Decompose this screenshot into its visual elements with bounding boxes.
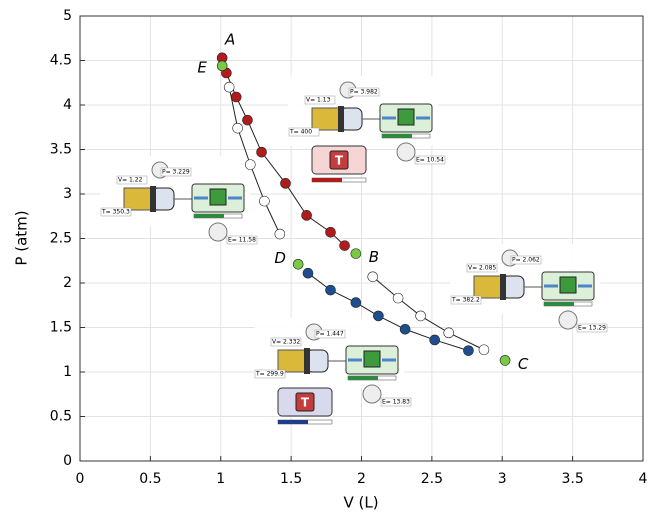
state-label: D (274, 249, 286, 267)
value-label: P= 3.982 (350, 89, 378, 96)
piston (150, 186, 156, 212)
data-point (280, 178, 290, 188)
data-point (444, 328, 454, 338)
x-tick-label: 2 (357, 471, 366, 487)
y-tick-label: 4.5 (50, 53, 72, 69)
y-tick-label: 1.5 (50, 320, 72, 336)
data-point (393, 293, 403, 303)
progress-fill (544, 302, 574, 306)
simulation-inset: V= 2.085 P= 2.062 T= 382.2 E= 13.29 (450, 244, 607, 332)
y-tick-label: 2.5 (50, 231, 72, 247)
energy-gauge (397, 143, 415, 161)
x-tick-label: 0 (76, 471, 85, 487)
energy-gauge (209, 223, 227, 241)
x-tick-label: 1.5 (280, 471, 302, 487)
energy-gauge (559, 311, 577, 329)
value-label: E= 13.29 (578, 325, 606, 332)
value-label: P= 1.447 (316, 331, 344, 338)
x-tick-label: 3 (498, 471, 507, 487)
value-label: P= 2.062 (512, 257, 540, 264)
data-point (233, 123, 243, 133)
piston (500, 274, 506, 300)
data-point (257, 147, 267, 157)
progress-fill (382, 134, 412, 138)
data-point (351, 298, 361, 308)
value-label: P= 3.229 (162, 169, 190, 176)
data-point (373, 311, 383, 321)
value-label: V= 2.085 (468, 265, 496, 272)
progress-fill (348, 376, 378, 380)
y-tick-label: 3.5 (50, 142, 72, 158)
value-label: T= 350.3 (101, 209, 130, 216)
state-label: B (369, 248, 379, 266)
data-point (259, 196, 269, 206)
chart: V (L) P (atm) 0 0.5 1 1.5 2 2.5 3 3.5 4 0 0.5 1 1.5 2… (0, 0, 659, 514)
control-icon (398, 109, 414, 125)
value-label: E= 13.83 (382, 399, 410, 406)
data-point (326, 285, 336, 295)
data-point (463, 346, 473, 356)
x-tick-label: 2.5 (421, 471, 443, 487)
simulation-inset: V= 1.22 P= 3.229 T= 350.3 E= 11.58 (100, 156, 257, 244)
energy-gauge (363, 385, 381, 403)
data-point (224, 82, 234, 92)
data-point (275, 229, 285, 239)
heater-bar-fill (278, 420, 308, 424)
x-tick-label: 3.5 (561, 471, 583, 487)
value-label: E= 11.58 (228, 237, 256, 244)
data-point (242, 115, 252, 125)
x-tick-label: 0.5 (139, 471, 161, 487)
y-tick-label: 0.5 (50, 409, 72, 425)
y-tick-label: 5 (63, 8, 72, 24)
y-tick-label: 4 (63, 97, 72, 113)
y-axis-label: P (atm) (13, 210, 31, 265)
data-point (303, 268, 313, 278)
state-point (217, 61, 227, 71)
value-label: V= 1.13 (306, 97, 331, 104)
data-point (340, 241, 350, 251)
heater-label: T (335, 154, 344, 168)
x-tick-label: 4 (639, 471, 648, 487)
piston (338, 106, 344, 132)
data-point (231, 92, 241, 102)
control-icon (560, 277, 576, 293)
heater-label: T (301, 396, 310, 410)
value-label: T= 382.2 (451, 297, 480, 304)
value-label: V= 2.332 (272, 339, 300, 346)
value-label: T= 299.9 (255, 371, 284, 378)
control-icon (210, 189, 226, 205)
state-label: C (518, 355, 529, 373)
data-point (430, 335, 440, 345)
control-icon (364, 351, 380, 367)
data-point (368, 272, 378, 282)
x-axis-label: V (L) (343, 494, 378, 512)
y-tick-label: 1 (63, 364, 72, 380)
state-point (500, 355, 510, 365)
y-tick-label: 0 (63, 453, 72, 469)
data-point (326, 227, 336, 237)
heater-bar-fill (312, 178, 342, 182)
value-label: E= 10.54 (416, 157, 444, 164)
state-point (293, 259, 303, 269)
simulation-inset: V= 2.332 P= 1.447 T= 299.9 E= 13.83 T (254, 318, 411, 424)
value-label: V= 1.22 (118, 177, 143, 184)
data-point (416, 311, 426, 321)
x-tick-label: 1 (216, 471, 225, 487)
state-label: E (197, 58, 207, 76)
data-point (479, 345, 489, 355)
state-label: A (224, 30, 235, 48)
progress-fill (194, 214, 224, 218)
y-tick-label: 2 (63, 275, 72, 291)
simulation-inset: V= 1.13 P= 3.982 T= 400 E= 10.54 T (288, 76, 445, 182)
data-point (245, 160, 255, 170)
y-tick-label: 3 (63, 186, 72, 202)
piston (304, 348, 310, 374)
data-point (302, 210, 312, 220)
state-point (351, 249, 361, 259)
data-point (400, 324, 410, 334)
value-label: T= 400 (289, 129, 312, 136)
